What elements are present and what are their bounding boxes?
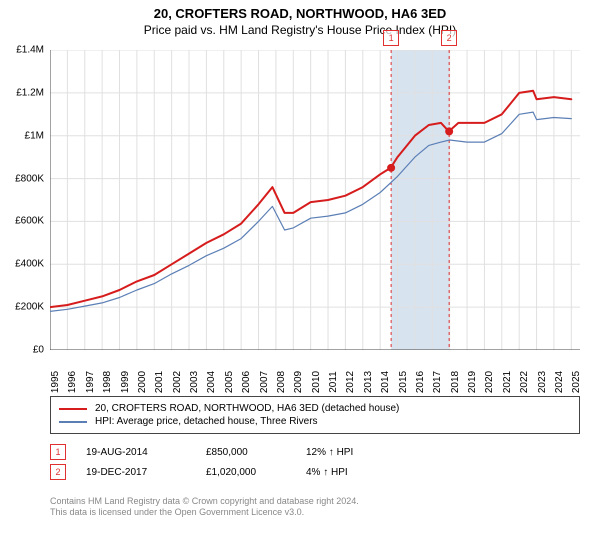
y-tick-label: £600K [15, 216, 44, 227]
legend-label: HPI: Average price, detached house, Thre… [95, 416, 318, 427]
x-tick-label: 2018 [450, 371, 461, 393]
sale-price: £850,000 [206, 447, 306, 458]
y-tick-label: £400K [15, 259, 44, 270]
x-tick-label: 2012 [345, 371, 356, 393]
y-tick-label: £1.2M [16, 87, 44, 98]
sale-hpi: 12% ↑ HPI [306, 447, 426, 458]
legend: 20, CROFTERS ROAD, NORTHWOOD, HA6 3ED (d… [50, 396, 580, 434]
y-tick-label: £200K [15, 302, 44, 313]
footer: Contains HM Land Registry data © Crown c… [50, 495, 580, 518]
line-chart-svg [50, 50, 580, 350]
sale-row: 1 19-AUG-2014£850,00012% ↑ HPI [50, 444, 580, 460]
footer-copyright: Contains HM Land Registry data © Crown c… [50, 496, 580, 506]
x-tick-label: 2000 [137, 371, 148, 393]
sale-row: 2 19-DEC-2017£1,020,0004% ↑ HPI [50, 464, 580, 480]
plot-area: 12 [50, 50, 580, 350]
x-tick-label: 2005 [224, 371, 235, 393]
x-tick-label: 2011 [328, 371, 339, 393]
y-tick-label: £1M [25, 130, 44, 141]
x-tick-label: 1995 [50, 371, 61, 393]
chart-container: 20, CROFTERS ROAD, NORTHWOOD, HA6 3ED Pr… [0, 0, 600, 560]
legend-item: HPI: Average price, detached house, Thre… [59, 416, 571, 427]
sale-date: 19-AUG-2014 [86, 447, 206, 458]
x-tick-label: 2020 [484, 371, 495, 393]
y-axis: £0£200K£400K£600K£800K£1M£1.2M£1.4M [0, 50, 48, 350]
x-tick-label: 2016 [415, 371, 426, 393]
y-tick-label: £1.4M [16, 45, 44, 56]
x-tick-label: 2025 [571, 371, 582, 393]
legend-swatch [59, 421, 87, 423]
x-tick-label: 2022 [519, 371, 530, 393]
sale-index-marker: 1 [50, 444, 66, 460]
sales-table: 1 19-AUG-2014£850,00012% ↑ HPI 2 19-DEC-201… [50, 440, 580, 484]
x-tick-label: 2007 [259, 371, 270, 393]
y-tick-label: £800K [15, 173, 44, 184]
sale-hpi: 4% ↑ HPI [306, 467, 426, 478]
x-tick-label: 1998 [102, 371, 113, 393]
x-tick-label: 2021 [502, 371, 513, 393]
x-tick-label: 1997 [85, 371, 96, 393]
x-tick-label: 2006 [241, 371, 252, 393]
footer-license: This data is licensed under the Open Gov… [50, 507, 580, 517]
sale-date: 19-DEC-2017 [86, 467, 206, 478]
x-tick-label: 2002 [172, 371, 183, 393]
x-tick-label: 1996 [67, 371, 78, 393]
x-tick-label: 2017 [432, 371, 443, 393]
sale-index-marker: 2 [50, 464, 66, 480]
x-tick-label: 2009 [293, 371, 304, 393]
x-tick-label: 2023 [537, 371, 548, 393]
x-tick-label: 2004 [206, 371, 217, 393]
subtitle: Price paid vs. HM Land Registry's House … [0, 23, 600, 37]
x-tick-label: 2024 [554, 371, 565, 393]
sale-price: £1,020,000 [206, 467, 306, 478]
x-tick-label: 2003 [189, 371, 200, 393]
x-tick-label: 2010 [311, 371, 322, 393]
x-tick-label: 2008 [276, 371, 287, 393]
legend-label: 20, CROFTERS ROAD, NORTHWOOD, HA6 3ED (d… [95, 403, 399, 414]
x-tick-label: 2001 [154, 371, 165, 393]
legend-item: 20, CROFTERS ROAD, NORTHWOOD, HA6 3ED (d… [59, 403, 571, 414]
legend-swatch [59, 408, 87, 410]
x-tick-label: 1999 [120, 371, 131, 393]
x-tick-label: 2015 [398, 371, 409, 393]
address-title: 20, CROFTERS ROAD, NORTHWOOD, HA6 3ED [0, 6, 600, 21]
x-tick-label: 2014 [380, 371, 391, 393]
x-tick-label: 2019 [467, 371, 478, 393]
x-axis: 1995 1996 1997 1998 1999 2000 2001 2002 2003 2004… [50, 352, 580, 392]
y-tick-label: £0 [33, 345, 44, 356]
sale-marker-box: 2 [441, 30, 457, 46]
title-block: 20, CROFTERS ROAD, NORTHWOOD, HA6 3ED Pr… [0, 0, 600, 37]
x-tick-label: 2013 [363, 371, 374, 393]
sale-marker-box: 1 [383, 30, 399, 46]
